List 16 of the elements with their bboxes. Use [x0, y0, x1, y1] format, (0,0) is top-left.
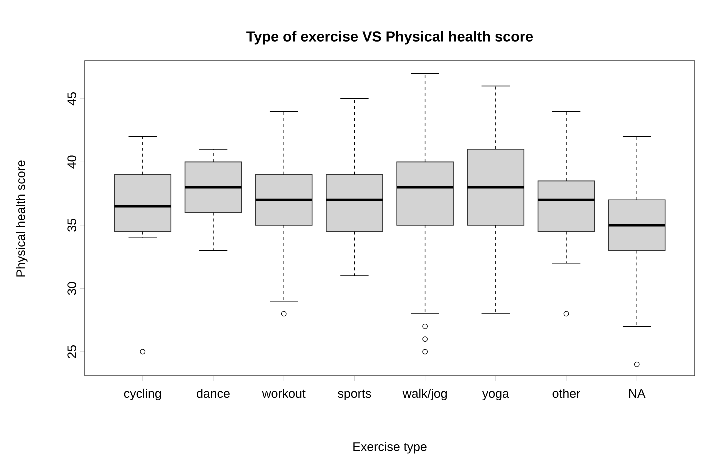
x-tick-label: yoga	[482, 391, 510, 401]
x-tick-label: walk/jog	[402, 388, 447, 401]
y-axis-title: Physical health score	[16, 160, 28, 277]
y-tick-label: 45	[68, 92, 76, 106]
y-tick-label: 35	[68, 219, 76, 232]
x-tick-label: other	[552, 388, 580, 398]
x-tick-label: dance	[197, 388, 230, 398]
y-tick-label: 30	[68, 282, 76, 296]
chart-title: Type of exercise VS Physical health score	[246, 31, 534, 45]
x-tick-label: NA	[629, 389, 646, 398]
y-tick-label: 25	[68, 346, 76, 358]
y-tick-label: 40	[68, 156, 76, 169]
x-axis-title: Exercise type	[354, 442, 427, 454]
x-tick-label: cycling	[124, 388, 162, 401]
x-tick-label: workout	[262, 388, 306, 398]
x-tick-label: sports	[338, 390, 372, 401]
